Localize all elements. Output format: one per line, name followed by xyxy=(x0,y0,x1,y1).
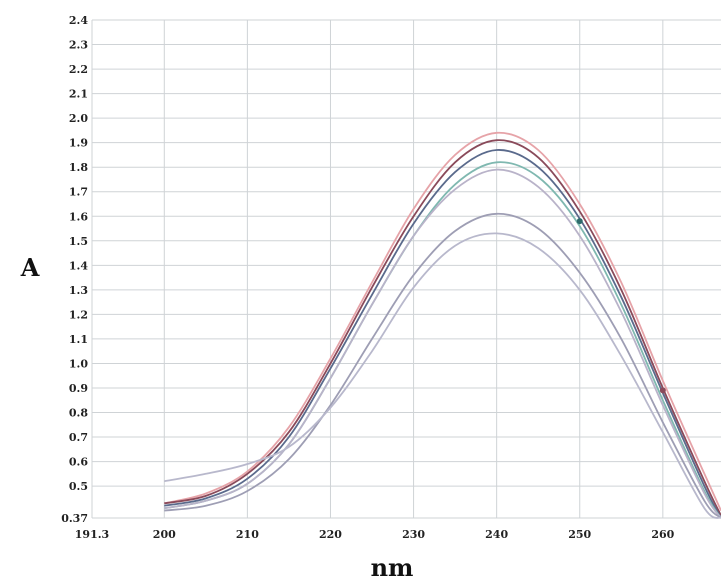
horizontal-gridlines xyxy=(92,19,721,519)
y-tick-label-9: 1.3 xyxy=(69,284,88,297)
x-tick-label-7: 260 xyxy=(651,528,674,541)
y-tick-label-12: 1.6 xyxy=(69,210,88,223)
series-line-2 xyxy=(164,139,721,516)
series-line-3 xyxy=(164,149,721,519)
y-tick-label-6: 1.0 xyxy=(69,357,88,370)
y-tick-label-1: 0.5 xyxy=(69,480,88,493)
x-tick-label-3: 220 xyxy=(319,528,342,541)
y-tick-label-20: 2.4 xyxy=(69,14,88,27)
series-line-7 xyxy=(164,232,721,519)
series-line-5 xyxy=(164,168,721,519)
x-tick-label-0: 191.3 xyxy=(75,528,109,541)
y-tick-label-18: 2.2 xyxy=(69,63,88,76)
y-tick-labels: 0.37 0.5 0.6 0.7 0.8 0.9 1.0 1.1 1.2 1.3 1.4 1.5 1.6… xyxy=(61,14,88,525)
y-tick-label-3: 0.7 xyxy=(69,431,88,444)
x-tick-label-6: 250 xyxy=(568,528,591,541)
y-tick-label-15: 1.9 xyxy=(69,137,88,150)
x-tick-labels: 191.3 200 210 220 230 240 250 260 xyxy=(75,528,675,541)
series-line-1 xyxy=(164,131,721,511)
x-axis-title: nm xyxy=(371,553,414,581)
series-line-6 xyxy=(164,212,721,519)
y-tick-label-16: 2.0 xyxy=(69,112,88,125)
y-tick-label-13: 1.7 xyxy=(69,186,88,199)
x-tick-label-4: 230 xyxy=(402,528,425,541)
x-tick-label-5: 240 xyxy=(485,528,508,541)
data-point-marker-1 xyxy=(576,218,583,225)
series-layer xyxy=(164,131,721,519)
vertical-gridlines xyxy=(91,20,664,518)
y-tick-label-19: 2.3 xyxy=(69,39,88,52)
x-tick-label-1: 200 xyxy=(153,528,176,541)
data-point-marker-2 xyxy=(659,387,666,394)
y-tick-label-4: 0.8 xyxy=(69,407,88,420)
y-axis-title: A xyxy=(20,253,40,282)
y-tick-label-17: 2.1 xyxy=(69,88,88,101)
marker-layer xyxy=(576,218,666,394)
y-tick-label-5: 0.9 xyxy=(69,382,88,395)
y-tick-label-0: 0.37 xyxy=(61,512,88,525)
y-tick-label-7: 1.1 xyxy=(69,333,88,346)
y-tick-label-8: 1.2 xyxy=(69,308,88,321)
y-tick-label-14: 1.8 xyxy=(69,161,88,174)
y-tick-label-2: 0.6 xyxy=(69,456,88,469)
y-tick-label-10: 1.4 xyxy=(69,259,88,272)
x-tick-label-2: 210 xyxy=(236,528,259,541)
y-tick-label-11: 1.5 xyxy=(69,235,88,248)
